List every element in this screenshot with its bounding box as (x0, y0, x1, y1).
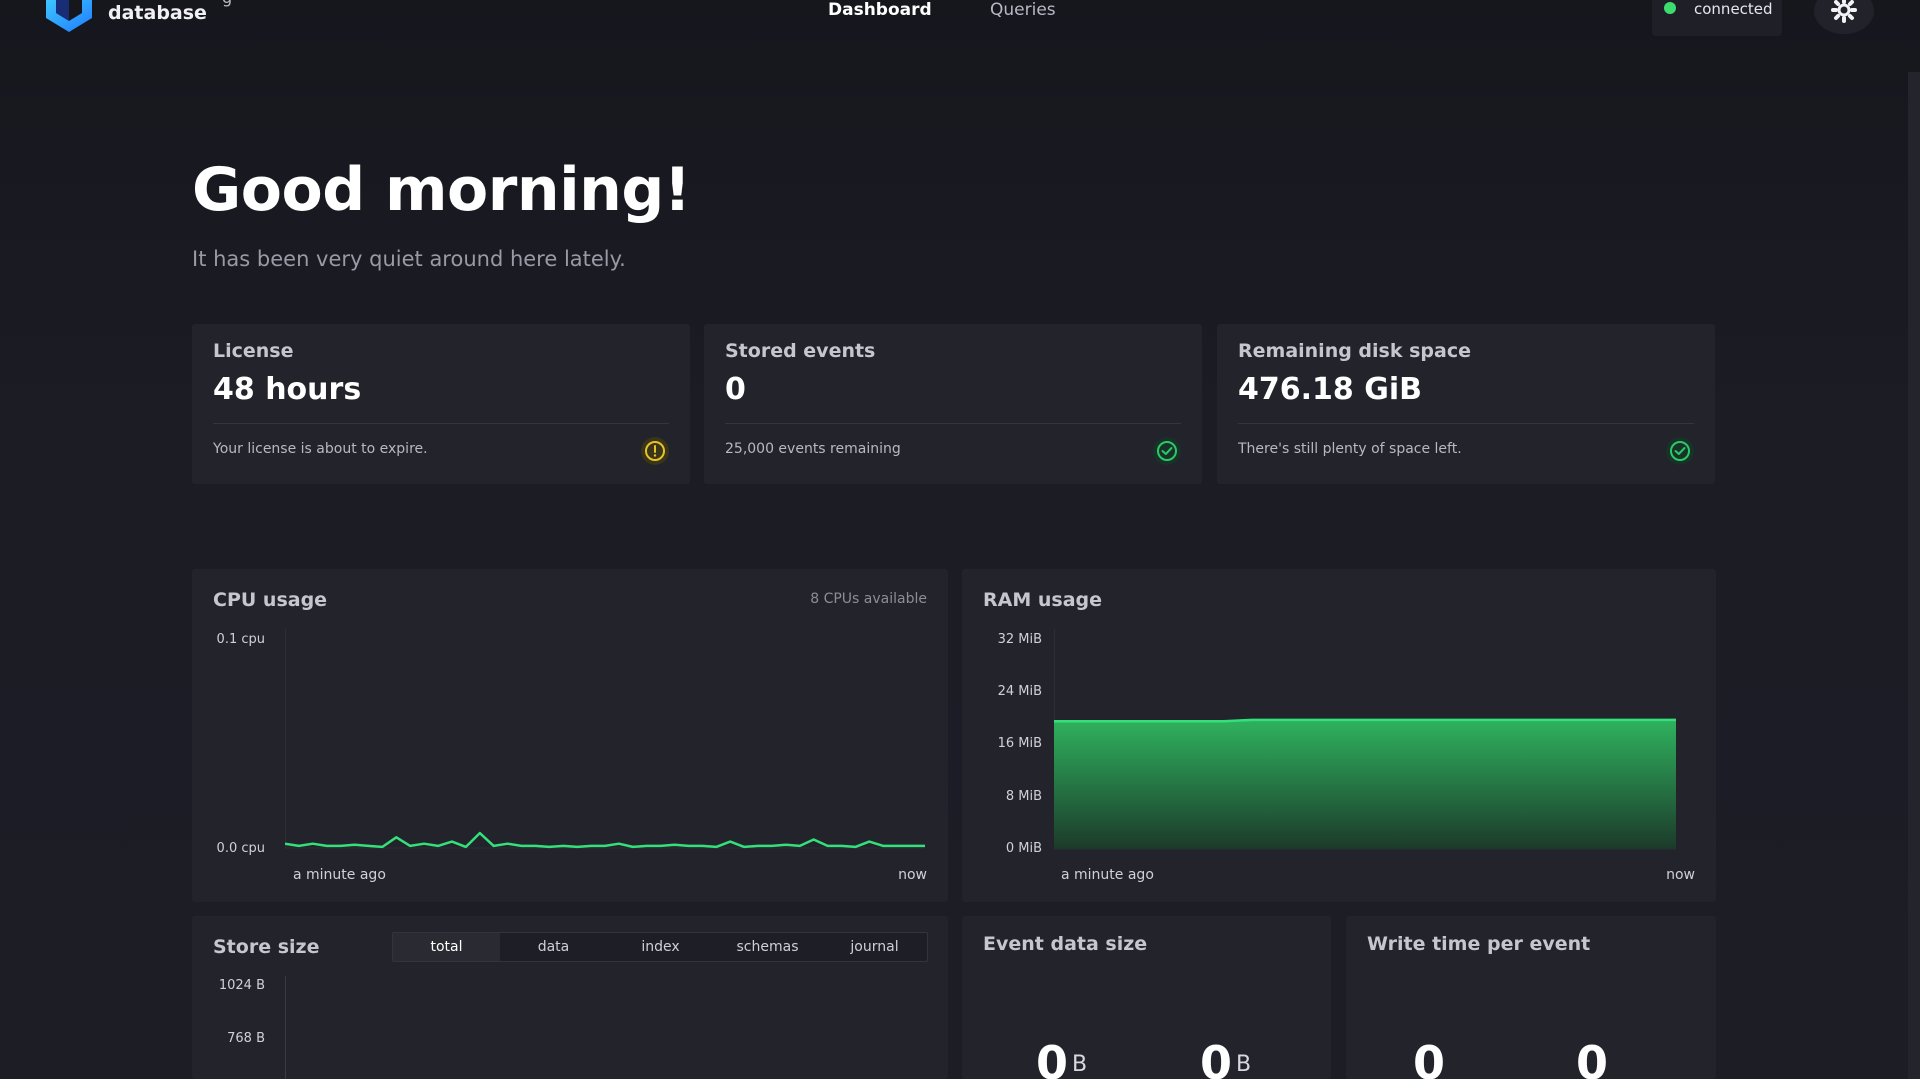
store-size-tabs: total data index schemas journal (392, 932, 928, 962)
y-tick-label: 24 MiB (997, 684, 1042, 699)
divider (725, 423, 1181, 424)
disk-space-card: Remaining disk space 476.18 GiB There's … (1217, 324, 1715, 484)
y-tick-label: 32 MiB (997, 632, 1042, 647)
metric-value: 0 (1036, 1036, 1069, 1079)
brand-name[interactable]: database (108, 2, 207, 24)
top-bar: g database Dashboard Queries connected (0, 0, 1920, 60)
metric-unit: B (1072, 1052, 1088, 1077)
y-tick-label: 0.0 cpu (216, 841, 265, 856)
stat-note: Your license is about to expire. (213, 441, 428, 457)
divider (1238, 423, 1694, 424)
panel-title: RAM usage (983, 589, 1103, 611)
connection-status[interactable]: connected (1652, 0, 1782, 36)
ram-chart (1054, 629, 1676, 850)
write-time-panel: Write time per event 0 0 (1346, 916, 1716, 1079)
stat-value: 476.18 GiB (1238, 372, 1422, 407)
tab-schemas[interactable]: schemas (736, 939, 799, 955)
page-subtitle: It has been very quiet around here latel… (192, 247, 626, 271)
y-tick-label: 8 MiB (1005, 789, 1042, 804)
scrollbar[interactable] (1908, 72, 1920, 1079)
y-tick-label: 16 MiB (997, 736, 1042, 751)
series-line (1054, 718, 1676, 723)
panel-title: Write time per event (1367, 933, 1591, 955)
stored-events-card: Stored events 0 25,000 events remaining (704, 324, 1202, 484)
x-tick-label: now (1666, 867, 1695, 883)
stat-value: 48 hours (213, 372, 362, 407)
x-tick-label: now (898, 867, 927, 883)
ram-usage-panel: RAM usage 32 MiB 24 MiB 16 MiB 8 MiB 0 M… (962, 569, 1716, 902)
tab-journal[interactable]: journal (850, 939, 899, 955)
y-tick-label: 768 B (227, 1031, 265, 1046)
ram-area-fill (1054, 719, 1676, 849)
panel-title: Event data size (983, 933, 1148, 955)
y-tick-label: 0.1 cpu (216, 632, 265, 647)
panel-title: Store size (213, 936, 320, 958)
stat-title: Remaining disk space (1238, 340, 1471, 362)
connection-label: connected (1694, 0, 1773, 18)
x-tick-label: a minute ago (1061, 867, 1154, 883)
stat-value: 0 (725, 372, 746, 407)
metric-value: 0 (1413, 1036, 1446, 1079)
event-data-size-panel: Event data size 0 B 0 B (962, 916, 1331, 1079)
tab-total[interactable]: total (393, 933, 500, 961)
gear-icon (1831, 0, 1857, 23)
store-size-panel: Store size total data index schemas jour… (192, 916, 948, 1079)
x-tick-label: a minute ago (293, 867, 386, 883)
cpu-usage-panel: CPU usage 8 CPUs available 0.1 cpu 0.0 c… (192, 569, 948, 902)
y-tick-label: 0 MiB (1005, 841, 1042, 856)
metric-value: 0 (1576, 1036, 1609, 1079)
tab-data[interactable]: data (537, 939, 570, 955)
y-axis-line (285, 976, 286, 1079)
settings-button[interactable] (1814, 0, 1874, 34)
cpu-count-label: 8 CPUs available (810, 591, 927, 607)
y-tick-label: 1024 B (218, 978, 265, 993)
metric-value: 0 (1200, 1036, 1233, 1079)
panel-title: CPU usage (213, 589, 328, 611)
check-circle-icon (1153, 437, 1181, 465)
nav-queries[interactable]: Queries (990, 0, 1056, 20)
tab-index[interactable]: index (641, 939, 680, 955)
brand-partial: g (222, 0, 232, 7)
check-circle-icon (1666, 437, 1694, 465)
page-title: Good morning! (192, 155, 691, 225)
metric-unit: B (1236, 1052, 1252, 1077)
stat-title: Stored events (725, 340, 876, 362)
stat-note: 25,000 events remaining (725, 441, 901, 457)
license-card: License 48 hours Your license is about t… (192, 324, 690, 484)
series-line (285, 831, 925, 849)
warning-icon (641, 437, 669, 465)
nav-dashboard[interactable]: Dashboard (828, 0, 932, 20)
cpu-chart (285, 629, 925, 849)
logo-icon[interactable] (44, 0, 94, 34)
status-dot-icon (1664, 2, 1676, 14)
stat-note: There's still plenty of space left. (1238, 441, 1462, 457)
stat-title: License (213, 340, 294, 362)
divider (213, 423, 669, 424)
